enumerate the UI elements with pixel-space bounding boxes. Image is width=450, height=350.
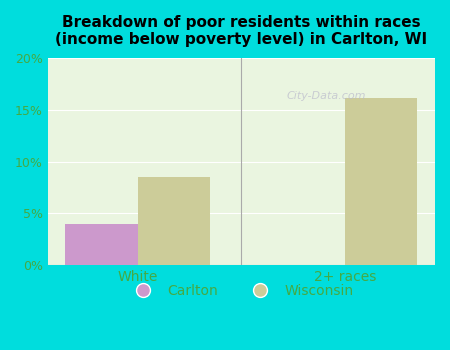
Title: Breakdown of poor residents within races
(income below poverty level) in Carlton: Breakdown of poor residents within races…	[55, 15, 428, 47]
Bar	[345, 98, 418, 265]
Bar	[138, 177, 210, 265]
Text: City-Data.com: City-Data.com	[287, 91, 366, 100]
Bar	[65, 224, 138, 265]
Legend: Carlton, Wisconsin: Carlton, Wisconsin	[123, 279, 360, 304]
